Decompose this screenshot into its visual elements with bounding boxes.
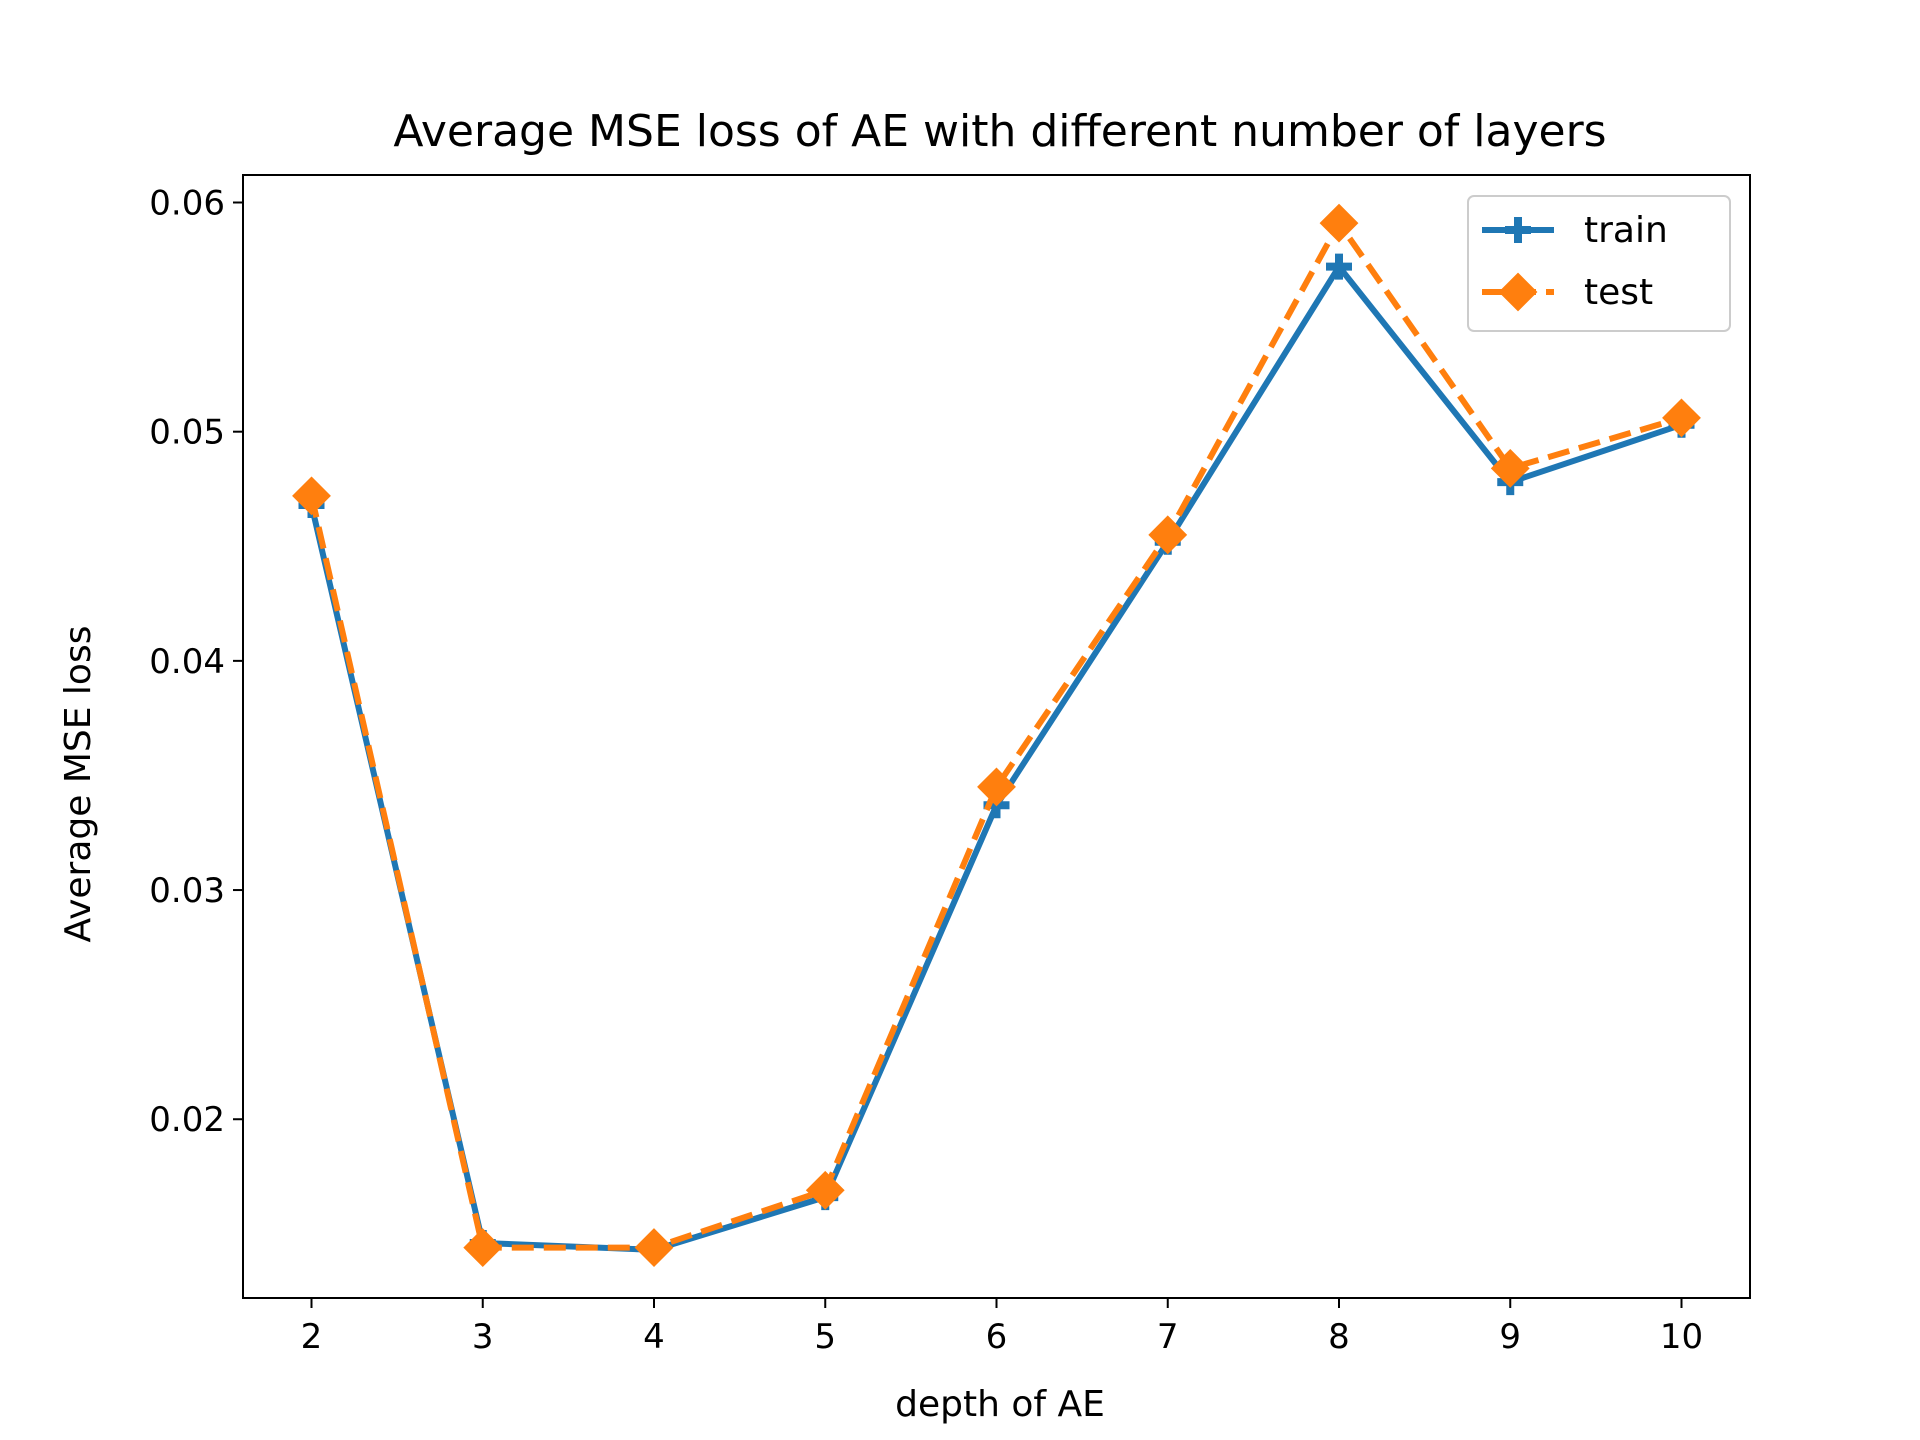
x-tick-label: 6 [986, 1317, 1008, 1357]
x-tick-label: 4 [643, 1317, 665, 1357]
x-tick-label: 8 [1328, 1317, 1350, 1357]
legend-label-train: train [1584, 210, 1668, 251]
data-point-test [634, 1228, 674, 1267]
x-tick-label: 10 [1660, 1317, 1703, 1357]
y-tick-label: 0.04 [149, 642, 225, 682]
y-tick-label: 0.06 [149, 184, 225, 224]
data-point-test [292, 476, 331, 516]
data-point-test [463, 1228, 503, 1267]
x-tick-label: 2 [301, 1317, 323, 1357]
legend-label-test: test [1584, 272, 1653, 313]
data-point-test [1490, 448, 1530, 488]
legend-marker-test [1498, 272, 1538, 312]
y-axis-label: Average MSE loss [58, 626, 99, 943]
x-tick-label: 9 [1499, 1317, 1521, 1357]
x-tick-label: 3 [472, 1317, 494, 1357]
x-axis-label: depth of AE [895, 1384, 1105, 1425]
legend-marker-train [1505, 217, 1531, 243]
data-point-test [1319, 203, 1359, 243]
data-point-test [805, 1170, 845, 1210]
plot-area: 2 3 4 5 6 7 8 9 10 0.02 0.03 0.04 0.05 0.06 [149, 174, 1751, 1357]
x-tick-label: 5 [814, 1317, 836, 1357]
y-tick-label: 0.02 [149, 1100, 225, 1140]
y-tick-label: 0.05 [149, 413, 225, 453]
data-point-train [1326, 253, 1352, 280]
y-tick-label: 0.03 [149, 871, 225, 911]
data-point-test [977, 767, 1016, 807]
series-line-test [308, 220, 1683, 1251]
series-test [292, 203, 1701, 1267]
data-point-test [1662, 398, 1701, 438]
chart-title: Average MSE loss of AE with different nu… [393, 106, 1606, 157]
x-tick-label: 7 [1157, 1317, 1179, 1357]
legend: train test [1467, 195, 1731, 332]
data-point-test [1148, 515, 1188, 555]
